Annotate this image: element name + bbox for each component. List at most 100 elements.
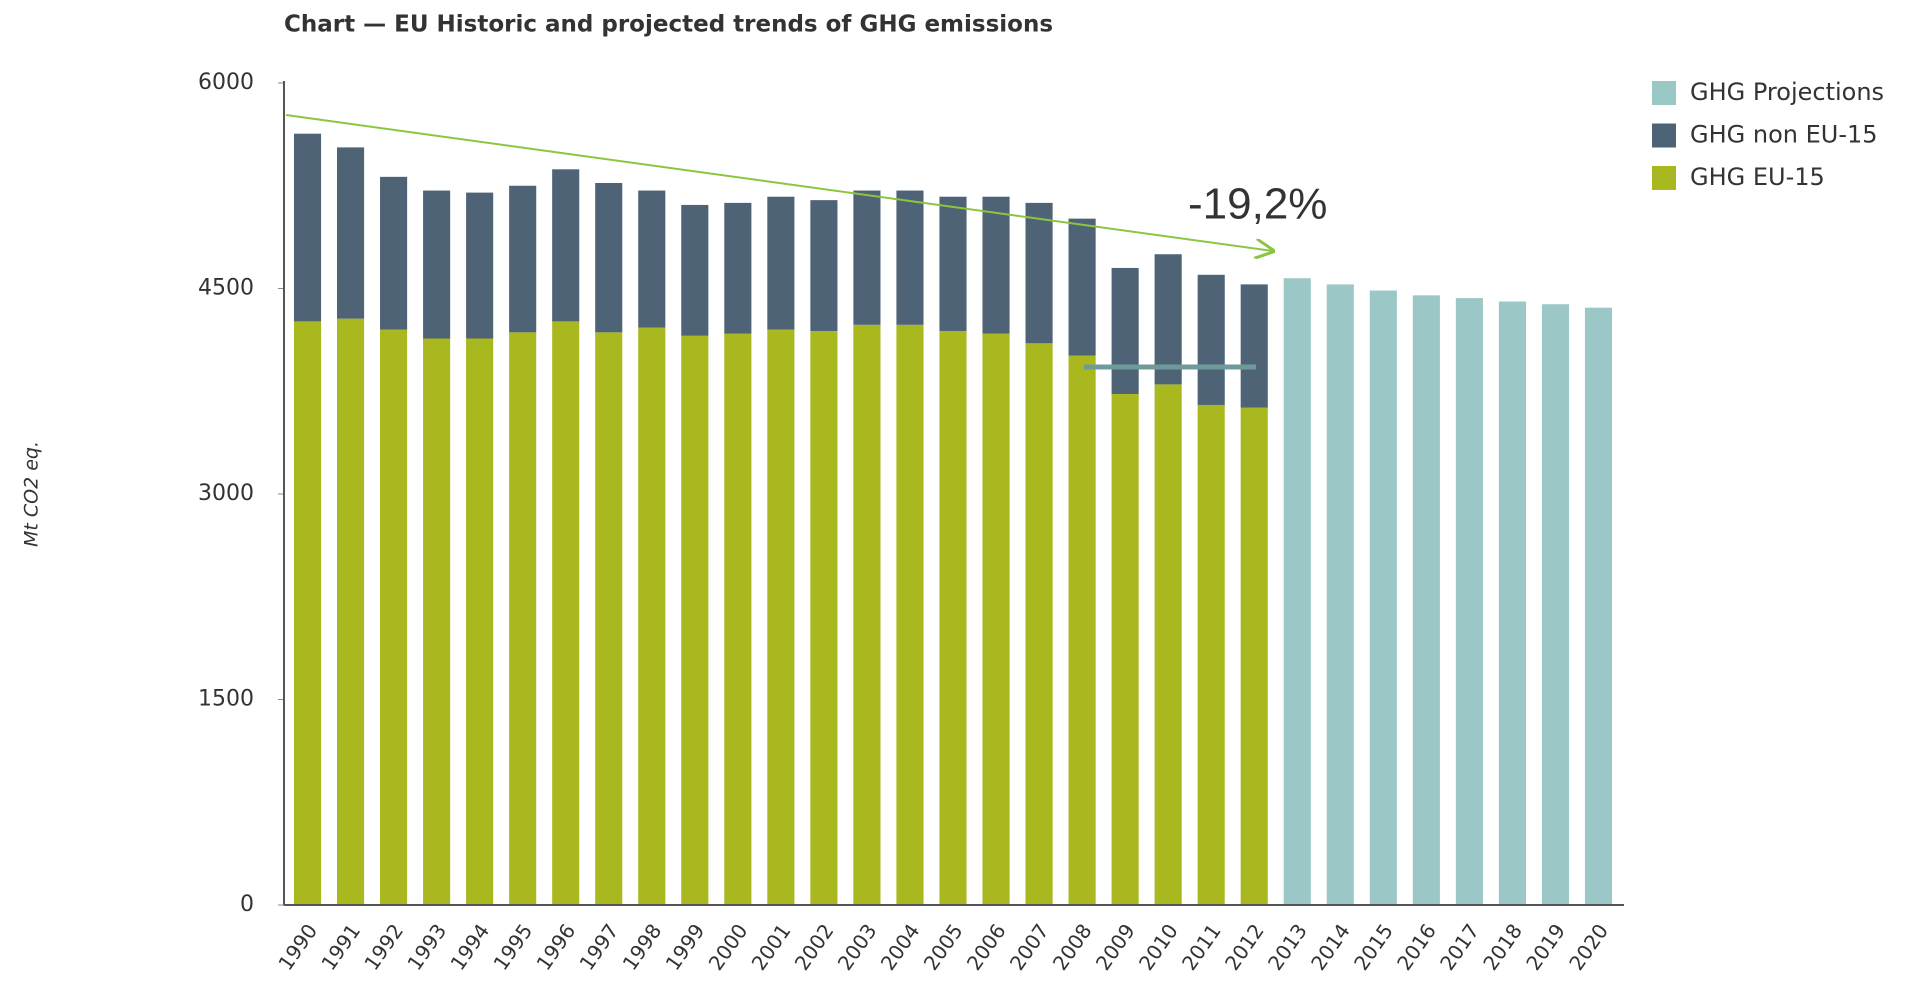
bar-segment (939, 330, 967, 906)
x-tick-label: 2005 (919, 919, 968, 974)
bar-segment (466, 338, 494, 905)
bar-segment (595, 183, 623, 333)
bar-segment (896, 190, 924, 325)
x-tick-label: 2009 (1091, 919, 1140, 974)
bar-segment (810, 200, 838, 331)
bar-segment (293, 321, 322, 905)
bar-segment (1283, 278, 1311, 906)
y-tick-label: 3000 (198, 481, 254, 506)
bar-segment (1326, 284, 1354, 905)
bar-segment (810, 330, 838, 906)
legend-label: GHG EU-15 (1690, 163, 1825, 191)
legend-swatch (1652, 166, 1676, 190)
bar-segment (638, 327, 666, 905)
x-tick-label: 2010 (1134, 919, 1183, 974)
bar-segment (1240, 407, 1268, 905)
x-tick-label: 2013 (1263, 919, 1312, 974)
x-tick-label: 2018 (1478, 919, 1527, 974)
x-tick-label: 1993 (402, 919, 451, 974)
bar-segment (982, 196, 1010, 334)
x-tick-label: 2006 (962, 919, 1011, 974)
legend-label: GHG non EU-15 (1690, 121, 1878, 149)
y-tick-label: 1500 (198, 687, 254, 712)
bar-segment (1197, 404, 1225, 905)
x-tick-label: 2001 (747, 919, 796, 974)
bar-segment (1412, 295, 1440, 906)
bar-segment (638, 190, 666, 328)
y-axis-label: Mt CO2 eq. (21, 441, 43, 547)
x-tick-label: 1997 (574, 919, 623, 974)
x-tick-label: 2000 (704, 919, 753, 974)
bar-segment (509, 185, 537, 333)
bar-segment (1455, 298, 1483, 906)
y-tick-label: 6000 (198, 70, 254, 95)
annotation: -19,2% (1188, 180, 1327, 229)
bar-segment (1584, 307, 1613, 905)
x-tick-label: 1999 (661, 919, 710, 974)
bar-segment (336, 147, 365, 319)
legend: GHG Projections GHG non EU-15 GHG EU-15 (1652, 78, 1884, 191)
bar-segment (1240, 284, 1268, 408)
x-tick-label: 2007 (1005, 919, 1054, 974)
bar-segment (423, 190, 451, 339)
y-tick-label: 0 (240, 892, 254, 917)
bar-segment (509, 332, 537, 906)
x-tick-label: 2011 (1177, 919, 1226, 974)
x-tick-label: 1994 (445, 919, 494, 974)
bar-segment (853, 324, 881, 905)
x-tick-label: 2017 (1435, 919, 1484, 974)
bar-segment (939, 196, 967, 331)
bar-segment (595, 332, 623, 906)
x-tick-label: 2004 (876, 919, 925, 974)
bar-segment (1154, 384, 1182, 905)
bar-segment (767, 196, 795, 330)
x-tick-label: 2012 (1220, 919, 1269, 974)
bar-segment (552, 169, 580, 322)
x-tick-label: 1995 (488, 919, 537, 974)
legend-label: GHG Projections (1690, 78, 1884, 106)
x-tick-label: 2014 (1306, 919, 1355, 974)
legend-swatch (1652, 81, 1676, 105)
bar-segment (466, 192, 494, 339)
x-tick-label: 1991 (316, 919, 365, 974)
bar-segment (336, 318, 365, 905)
bar-segment (681, 204, 709, 336)
x-tick-label: 1996 (531, 919, 580, 974)
plot-area: 0150030004500600019901991199219931994199… (198, 70, 1624, 975)
bar-segment (380, 176, 408, 330)
x-tick-label: 1998 (618, 919, 667, 974)
bar-segment (1111, 393, 1139, 905)
bar-segment (1111, 267, 1139, 394)
bar-segment (552, 321, 580, 905)
bar-segment (1025, 202, 1053, 344)
bar-segment (724, 202, 752, 334)
x-tick-label: 2003 (833, 919, 882, 974)
chart-title: Chart — EU Historic and projected trends… (284, 12, 1053, 38)
bar-segment (1498, 301, 1526, 905)
x-tick-label: 2016 (1392, 919, 1441, 974)
bar-segment (1068, 218, 1096, 356)
bar-segment (767, 329, 795, 906)
x-tick-label: 2019 (1521, 919, 1570, 974)
bar-segment (1025, 343, 1053, 905)
bar-segment (853, 190, 881, 325)
y-tick-label: 4500 (198, 276, 254, 301)
bar-segment (1154, 254, 1182, 385)
trend-arrow (285, 114, 1273, 251)
bar-segment (896, 324, 924, 905)
bar-segment (982, 333, 1010, 906)
bar-segment (380, 329, 408, 906)
x-tick-label: 2015 (1349, 919, 1398, 974)
x-tick-label: 2008 (1048, 919, 1097, 974)
bar-segment (681, 335, 709, 905)
x-tick-label: 2002 (790, 919, 839, 974)
bar-segment (1369, 290, 1397, 905)
bar-segment (1541, 304, 1570, 905)
x-tick-label: 1992 (359, 919, 408, 974)
x-tick-label: 1990 (273, 919, 322, 974)
bar-segment (1068, 355, 1096, 905)
x-tick-label: 2020 (1564, 919, 1613, 974)
bar-segment (423, 338, 451, 905)
bar-segment (1197, 274, 1225, 405)
